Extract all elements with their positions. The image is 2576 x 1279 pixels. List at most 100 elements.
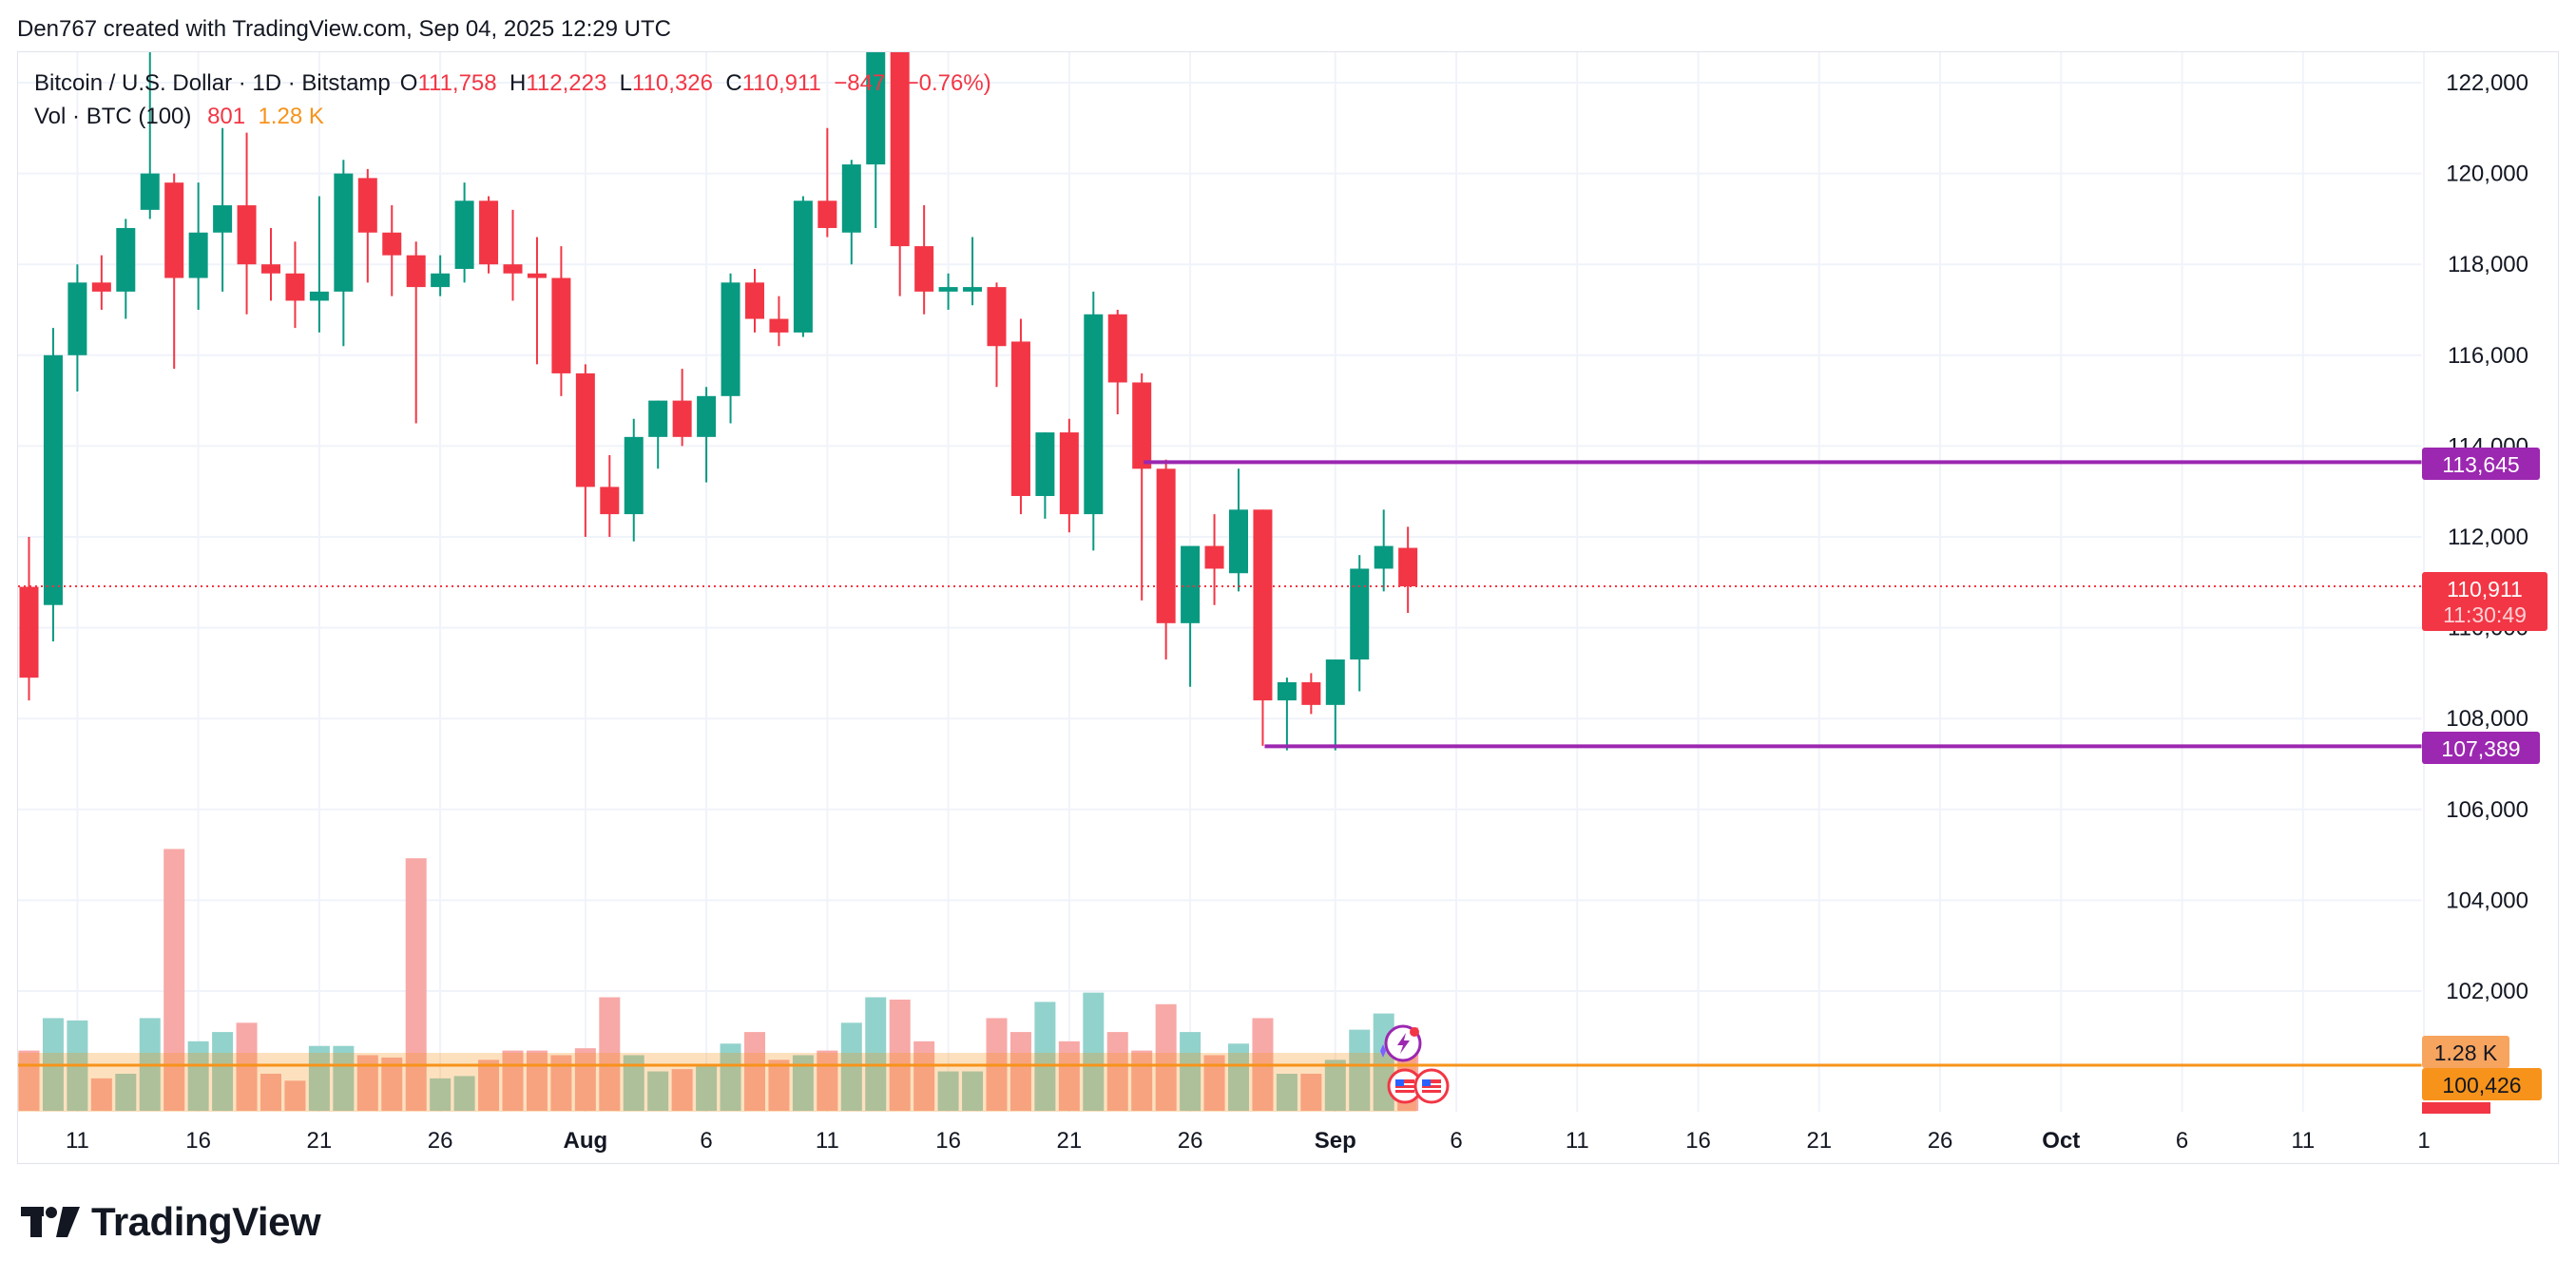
last-price-text: 110,911 [2447,577,2523,601]
volume-bar [696,1064,718,1111]
legend-volume-row: Vol · BTC (100) 801 1.28 K [34,100,991,133]
volume-bar [1276,1073,1298,1111]
candle-body [382,232,402,256]
candle [140,52,160,220]
volume-bar [1034,1002,1056,1111]
level-label-upper-text: 113,645 [2442,452,2519,477]
candle-body [503,264,523,274]
legend-volume-label: Vol · BTC (100) [34,104,192,129]
candle-body [1374,545,1394,569]
volume-bar [1106,1032,1128,1111]
legend-open-label: O [399,70,418,96]
candle-body [721,282,740,396]
candle-body [745,282,764,319]
candle-body [624,436,644,515]
time-tick-label: 16 [1685,1128,1711,1154]
candle-body [67,282,87,355]
candle-body [357,178,377,233]
horizontal-levels[interactable] [18,460,2422,749]
earnings-event-icon[interactable] [1380,1024,1422,1062]
event-markers[interactable] [1380,1024,1450,1104]
volume-bar [1349,1029,1371,1111]
candle-body [261,264,280,274]
candle [503,209,523,301]
us-flag-event-icon-2[interactable] [1413,1068,1450,1104]
legend-volume-ma: 1.28 K [258,104,324,129]
price-tick-label: 108,000 [2446,706,2528,732]
candle-body [1181,545,1201,623]
volume-bar [1203,1055,1225,1111]
candle [600,454,620,537]
volume-bar [792,1055,814,1111]
volume-bar [381,1057,403,1111]
volume-bar [1228,1043,1249,1111]
candle [1277,678,1297,751]
candle [431,255,451,296]
candle [987,282,1007,388]
candle-body [19,586,39,678]
volume-bar [937,1071,959,1111]
tradingview-logo[interactable]: TradingView [21,1199,321,1245]
candle [793,196,813,337]
candle-body [938,287,958,292]
candle [309,196,329,333]
level-label-lower: 107,389 [2422,732,2540,764]
candle [1010,318,1030,515]
candle-body [454,200,474,269]
time-tick-label: 11 [1566,1128,1589,1154]
time-tick-label: 6 [1450,1128,1462,1154]
time-axis[interactable]: 11 16 21 26 Aug 6 11 16 21 26 Sep 6 11 16 21 26 Oct 6 11 1 [66,1128,2431,1154]
price-tick-label: 112,000 [2448,525,2528,550]
time-tick-label: 11 [816,1128,839,1154]
candle [116,219,136,319]
candle [164,173,184,370]
tradingview-logo-text: TradingView [91,1199,321,1244]
candle [406,241,426,424]
candle-body [575,372,595,487]
candle-body [406,255,426,288]
candle [938,273,958,310]
legend-volume-value: 801 [207,104,246,129]
candle [745,268,764,333]
volume-bar [115,1073,137,1111]
candle-body [600,487,620,515]
candle [1132,372,1152,601]
volume-bar [623,1055,644,1111]
volume-bar [1324,1059,1346,1111]
candle [672,369,692,447]
candle-body [1156,468,1176,623]
legend-close-value: 110,911 [741,70,821,96]
candle [1350,555,1370,692]
volume-bar [212,1032,234,1111]
time-tick-label: 26 [1178,1128,1203,1154]
legend-symbol: Bitcoin / U.S. Dollar · 1D · Bitstamp [34,70,391,96]
time-tick-label: 11 [2291,1128,2315,1154]
time-tick-label: 1 [2417,1128,2430,1154]
time-tick-label: 26 [428,1128,453,1154]
volume-bar [1009,1032,1031,1111]
candle-body [140,173,160,210]
volume-ma-band [18,1053,2422,1112]
candle [914,205,934,315]
volume-bar [1180,1032,1201,1111]
candle [213,127,233,292]
candle [1398,526,1418,614]
candle-body [91,282,111,292]
volume-bar [1083,992,1105,1111]
candle [1229,468,1248,592]
attribution-text: Den767 created with TradingView.com, Sep… [17,16,671,42]
candle [1156,459,1176,660]
time-tick-label: 21 [307,1128,333,1154]
chart-frame[interactable] [17,51,2559,1164]
volume-bar [260,1073,281,1111]
volume-bar [744,1032,765,1111]
volume-bar [453,1076,475,1111]
candle-body [43,354,63,605]
countdown-text: 11:30:49 [2443,602,2527,627]
candle-body [1350,568,1370,660]
volume-ma-label: 1.28 K [2422,1036,2509,1068]
candle-body [1398,547,1418,587]
candle [721,273,740,424]
candle [1325,659,1345,751]
